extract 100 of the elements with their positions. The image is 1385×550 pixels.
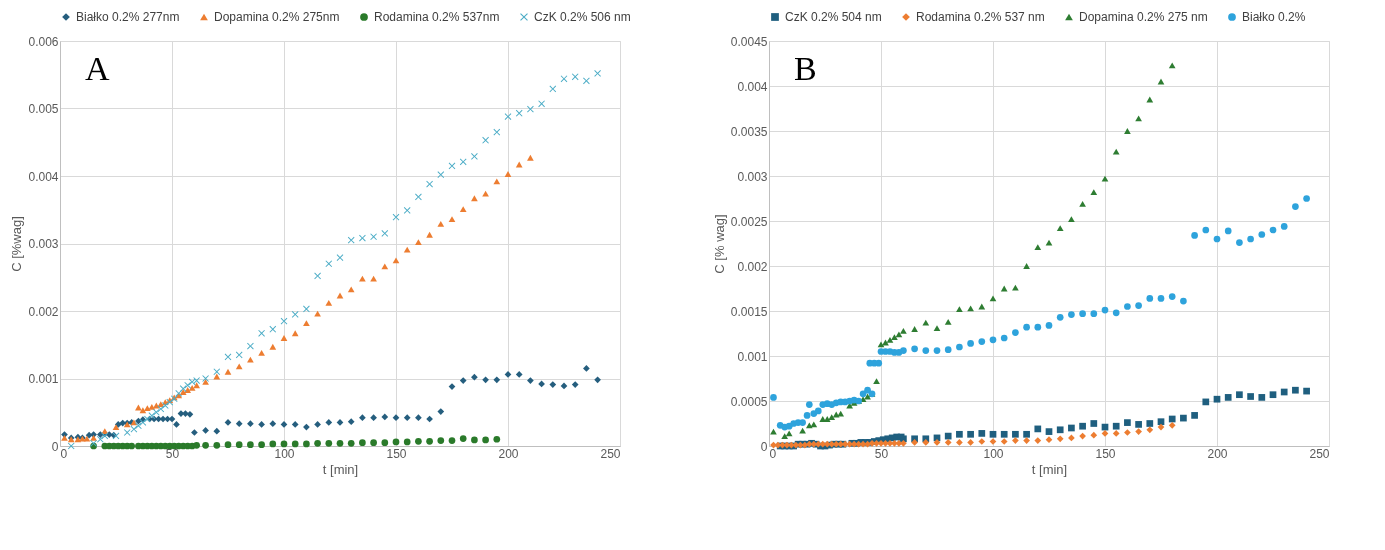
- point: [359, 275, 366, 282]
- point: [448, 437, 456, 444]
- legend-label: Białko 0.2% 277nm: [76, 10, 180, 24]
- y-tick-label: 0.004: [737, 79, 768, 94]
- point: [877, 341, 885, 348]
- y-tick-label: 0.0035: [730, 124, 768, 139]
- x-tick-label: 150: [1095, 446, 1116, 461]
- point: [1079, 432, 1086, 440]
- x-tick-label: 100: [983, 446, 1004, 461]
- point: [258, 349, 265, 356]
- point: [144, 405, 151, 412]
- point: [1045, 239, 1053, 246]
- point: [837, 410, 845, 417]
- x-tick-label: 200: [498, 446, 519, 461]
- point: [415, 193, 422, 201]
- point: [1157, 423, 1165, 431]
- point: [571, 73, 579, 81]
- point: [314, 439, 321, 447]
- legend-label: CzK 0.2% 506 nm: [534, 10, 631, 24]
- point: [392, 438, 400, 446]
- point: [258, 441, 265, 448]
- point: [967, 439, 974, 446]
- point: [314, 272, 321, 280]
- point: [828, 414, 836, 421]
- point: [269, 325, 277, 333]
- point: [471, 195, 478, 202]
- point: [886, 439, 894, 447]
- point: [415, 239, 422, 246]
- point: [370, 275, 377, 282]
- point: [336, 292, 344, 299]
- y-tick-label: 0.002: [737, 259, 768, 274]
- point: [1146, 426, 1154, 434]
- point: [403, 207, 411, 214]
- point: [381, 439, 389, 446]
- y-axis-title: C [%wag]: [9, 216, 25, 272]
- point: [1135, 428, 1142, 435]
- point: [280, 440, 288, 448]
- point: [583, 77, 590, 85]
- legend-label: CzK 0.2% 504 nm: [785, 10, 882, 24]
- point: [527, 154, 534, 161]
- point: [459, 435, 467, 442]
- point: [157, 405, 165, 413]
- point: [247, 441, 254, 448]
- point: [437, 221, 445, 227]
- point: [291, 311, 299, 318]
- point: [213, 441, 221, 449]
- point: [900, 439, 907, 447]
- point: [1034, 244, 1042, 251]
- point: [303, 320, 310, 327]
- point: [482, 136, 489, 144]
- point: [799, 427, 806, 434]
- point: [1056, 435, 1064, 443]
- y-tick-label: 0.006: [28, 34, 59, 49]
- point: [922, 319, 930, 326]
- point: [989, 295, 997, 302]
- point: [303, 305, 310, 313]
- y-tick-label: 0.0025: [730, 214, 768, 229]
- point: [944, 439, 952, 446]
- point: [448, 216, 456, 223]
- x-tick-label: 150: [386, 446, 407, 461]
- point: [886, 336, 894, 343]
- point: [1045, 436, 1053, 444]
- y-axis-title: C [% wag]: [711, 214, 727, 274]
- point: [944, 318, 952, 325]
- point: [247, 356, 254, 363]
- point: [1168, 421, 1176, 429]
- legend-label: Białko 0.2%: [1242, 10, 1306, 24]
- point: [188, 385, 196, 391]
- point: [891, 334, 898, 341]
- point: [325, 299, 333, 306]
- point: [269, 343, 277, 350]
- point: [504, 171, 512, 177]
- point: [291, 440, 299, 448]
- y-tick-label: 0.002: [28, 304, 59, 319]
- point: [967, 305, 974, 312]
- point: [347, 439, 355, 447]
- point: [482, 436, 489, 444]
- point: [269, 440, 277, 448]
- point: [437, 437, 445, 444]
- point: [471, 436, 478, 444]
- point: [235, 441, 243, 448]
- x-tick-label: 250: [600, 446, 621, 461]
- point: [810, 421, 818, 428]
- legend-label: Rodamina 0.2% 537nm: [374, 10, 500, 24]
- x-tick-label: 250: [1309, 446, 1330, 461]
- point: [359, 439, 366, 446]
- point: [1112, 148, 1120, 155]
- x-tick-label: 50: [874, 446, 889, 461]
- point: [922, 439, 930, 446]
- point: [247, 342, 254, 350]
- point: [1000, 438, 1008, 445]
- annotation: A: [85, 50, 110, 87]
- point: [184, 381, 192, 389]
- point: [426, 437, 433, 445]
- point: [1023, 263, 1030, 269]
- y-tick-label: 0.001: [737, 349, 768, 364]
- point: [202, 441, 209, 449]
- annotation: B: [794, 50, 817, 87]
- point: [911, 326, 918, 332]
- point: [224, 368, 232, 375]
